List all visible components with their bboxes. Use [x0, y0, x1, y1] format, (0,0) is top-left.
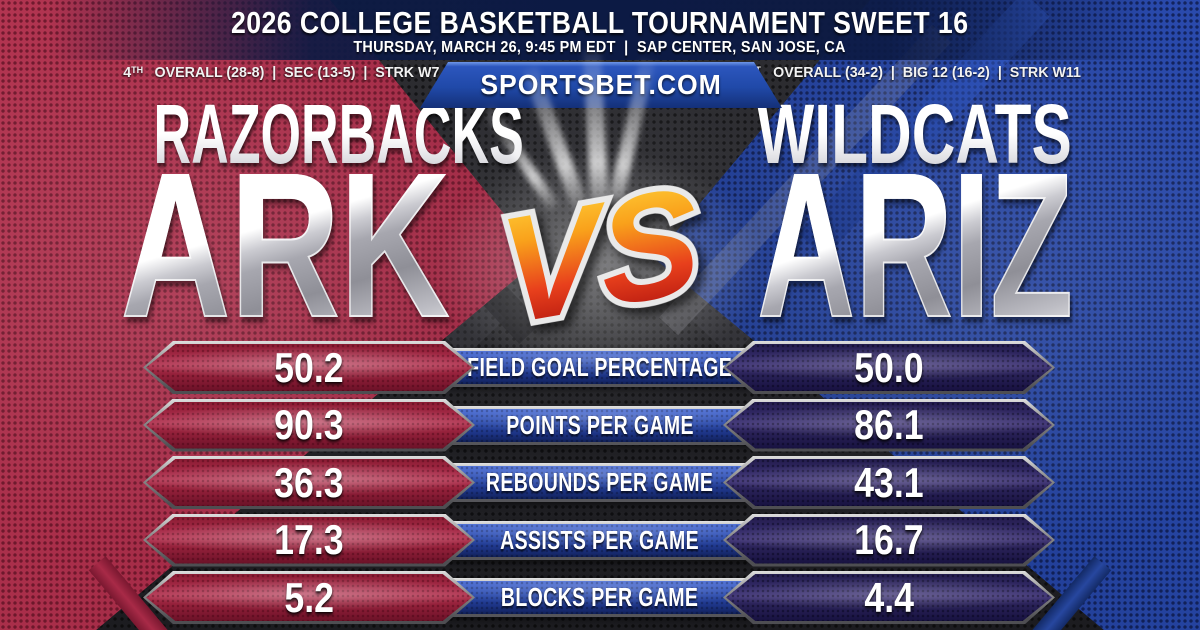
- stat-value-right-bar: 16.7: [723, 513, 1055, 567]
- stat-label: FIELD GOAL PERCENTAGE: [467, 352, 733, 382]
- stat-value-right-bar: 50.0: [723, 341, 1055, 394]
- event-details-text: THURSDAY, MARCH 26, 9:45 PM EDT | SAP CE…: [353, 39, 847, 56]
- event-details: THURSDAY, MARCH 26, 9:45 PM EDT | SAP CE…: [0, 39, 1200, 57]
- stat-label-band: ASSISTS PER GAME: [440, 520, 760, 560]
- event-title: 2026 COLLEGE BASKETBALL TOURNAMENT SWEET…: [0, 5, 1200, 41]
- stat-value-left: 50.2: [274, 343, 344, 391]
- stat-value-left-bar: 50.2: [143, 341, 475, 394]
- team-left-rank-suffix: TH: [131, 65, 144, 75]
- team-right-record: 1ST OVERALL (34-2) | BIG 12 (16-2) | STR…: [670, 64, 1160, 84]
- stat-label-band: BLOCKS PER GAME: [440, 578, 760, 617]
- stat-label: ASSISTS PER GAME: [500, 524, 700, 555]
- stat-row: POINTS PER GAME 90.3 86.1: [0, 398, 1200, 452]
- stat-label-band: POINTS PER GAME: [440, 405, 760, 445]
- stat-value-right-bar: 43.1: [723, 456, 1055, 509]
- stat-value-left: 90.3: [274, 401, 344, 449]
- vs-badge: VS VS: [455, 47, 745, 362]
- stat-value-left: 17.3: [274, 516, 344, 564]
- stat-value-right: 43.1: [854, 458, 924, 506]
- stat-label: REBOUNDS PER GAME: [486, 467, 714, 497]
- stat-row: FIELD GOAL PERCENTAGE 50.2 50.0: [0, 341, 1200, 394]
- event-title-text: 2026 COLLEGE BASKETBALL TOURNAMENT SWEET…: [231, 5, 969, 40]
- stat-row: BLOCKS PER GAME 5.2 4.4: [0, 571, 1200, 624]
- stat-row: ASSISTS PER GAME 17.3 16.7: [0, 513, 1200, 567]
- stat-label-band: FIELD GOAL PERCENTAGE: [440, 348, 760, 387]
- team-left-rank: 4: [123, 64, 131, 81]
- stat-value-left-bar: 17.3: [143, 513, 475, 567]
- stats-table: FIELD GOAL PERCENTAGE 50.2 50.0 POINTS P…: [0, 341, 1200, 629]
- team-right-abbr: ARIZ: [757, 131, 1074, 360]
- stat-value-right: 4.4: [864, 573, 914, 621]
- stat-row: REBOUNDS PER GAME 36.3 43.1: [0, 456, 1200, 509]
- stat-value-right-bar: 4.4: [723, 571, 1055, 624]
- stat-value-left-bar: 5.2: [143, 571, 475, 624]
- stat-value-right: 16.7: [854, 516, 924, 564]
- stat-value-left: 5.2: [284, 573, 334, 621]
- team-left-record: 4TH OVERALL (28-8) | SEC (13-5) | STRK W…: [40, 64, 530, 84]
- stat-value-left-bar: 90.3: [143, 398, 475, 452]
- team-right-name: WILDCATS: [757, 87, 1073, 181]
- stat-label-band: REBOUNDS PER GAME: [440, 463, 760, 502]
- stat-value-right: 86.1: [854, 401, 924, 449]
- stat-value-right: 50.0: [854, 343, 924, 391]
- team-right-record-text: OVERALL (34-2) | BIG 12 (16-2) | STRK W1…: [769, 64, 1081, 81]
- team-left-record-text: OVERALL (28-8) | SEC (13-5) | STRK W7: [150, 64, 440, 81]
- stat-value-right-bar: 86.1: [723, 398, 1055, 452]
- team-right: 1ST OVERALL (34-2) | BIG 12 (16-2) | STR…: [670, 64, 1160, 360]
- team-left-abbr: ARK: [120, 131, 450, 360]
- stat-value-left-bar: 36.3: [143, 456, 475, 509]
- stat-label: BLOCKS PER GAME: [501, 582, 699, 612]
- team-left: 4TH OVERALL (28-8) | SEC (13-5) | STRK W…: [40, 64, 530, 360]
- stat-label: POINTS PER GAME: [506, 409, 694, 440]
- stat-value-left: 36.3: [274, 458, 344, 506]
